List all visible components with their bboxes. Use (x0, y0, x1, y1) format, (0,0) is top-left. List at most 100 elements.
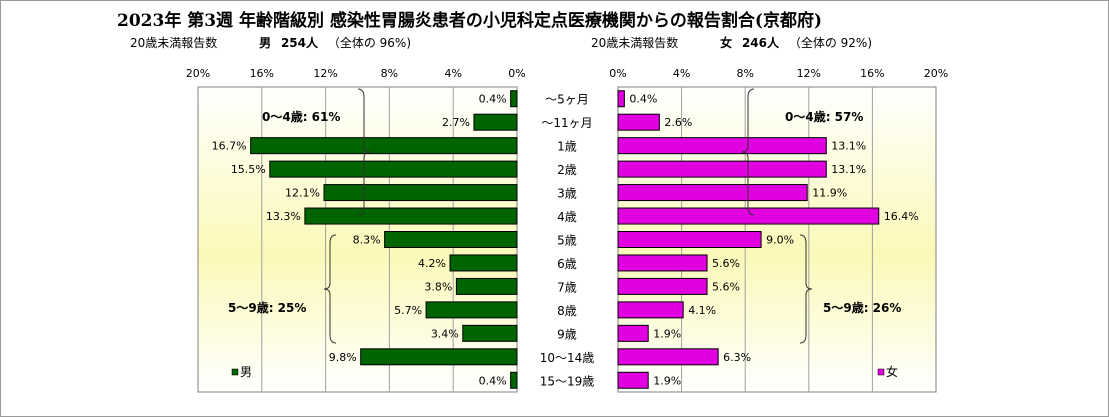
male-0-4-annotation: 0～4歳: 61% (262, 109, 340, 124)
chart-title: 2023年 第3週 年齢階級別 感染性胃腸炎患者の小児科定点医療機関からの報告割… (117, 11, 822, 31)
female-bar (617, 254, 708, 272)
female-0-4-brace (741, 88, 755, 216)
female-tick-label: 20% (924, 67, 948, 80)
female-summary: 20歳未満報告数 女 246人 （全体の 92%) (591, 34, 872, 51)
female-legend-swatch (877, 368, 885, 376)
female-data-label: 13.1% (831, 140, 866, 153)
male-sex-label: 男 (259, 36, 272, 50)
category-label: 15～19歳 (540, 374, 595, 388)
male-legend-label: 男 (240, 365, 252, 379)
female-bar (617, 324, 649, 342)
male-summary: 20歳未満報告数 男 254人 （全体の 96%) (130, 34, 411, 51)
female-data-label: 11.9% (812, 187, 847, 200)
female-tick-label: 16% (860, 67, 884, 80)
male-tick-label: 8% (381, 67, 398, 80)
female-bar (617, 371, 649, 389)
female-0-4-annotation: 0～4歳: 57% (785, 109, 863, 124)
male-tick-label: 0% (508, 67, 525, 80)
female-tick-label: 4% (673, 67, 690, 80)
female-legend-label: 女 (886, 364, 898, 379)
male-tick-label: 12% (313, 67, 337, 80)
male-data-label: 2.7% (442, 116, 470, 129)
male-bar (510, 90, 518, 108)
female-bar (617, 231, 762, 248)
female-count: 246人 (741, 36, 780, 50)
male-share: （全体の 96%) (327, 36, 412, 50)
male-tick-label: 20% (186, 67, 210, 80)
male-data-label: 0.4% (479, 374, 507, 387)
male-tick-label: 4% (444, 67, 461, 80)
male-data-label: 8.3% (353, 234, 381, 247)
category-label: 7歳 (557, 280, 577, 294)
female-sex-label: 女 (720, 36, 733, 50)
category-label: 3歳 (557, 187, 577, 201)
male-data-label: 0.4% (479, 93, 507, 106)
female-data-label: 0.4% (629, 93, 657, 106)
female-tick-label: 12% (797, 67, 821, 80)
male-data-label: 15.5% (231, 163, 266, 176)
female-bar (617, 90, 625, 108)
female-bar (617, 184, 808, 202)
female-5-9-brace (799, 234, 813, 344)
male-5-9-brace (323, 234, 337, 344)
male-bar (473, 113, 518, 131)
male-bar (360, 348, 518, 366)
male-data-label: 13.3% (266, 210, 301, 223)
category-label: 2歳 (557, 163, 577, 177)
male-data-label: 12.1% (285, 187, 320, 200)
category-label: ～11ヶ月 (541, 116, 592, 130)
male-bar (449, 254, 518, 272)
category-label: 1歳 (557, 140, 577, 154)
male-tick-label: 16% (250, 67, 274, 80)
female-tick-label: 8% (736, 67, 753, 80)
male-5-9-annotation: 5～9歳: 25% (228, 300, 306, 315)
male-bar (510, 371, 518, 389)
female-bar (617, 348, 719, 366)
male-bar (455, 277, 518, 295)
male-0-4-brace (357, 88, 371, 216)
category-label: 9歳 (557, 327, 577, 341)
category-label: 4歳 (557, 210, 577, 224)
female-data-label: 13.1% (831, 163, 866, 176)
category-label: ～5ヶ月 (545, 93, 589, 107)
male-data-label: 16.7% (212, 140, 247, 153)
male-legend-swatch (231, 368, 239, 376)
category-label: 10～14歳 (540, 351, 595, 365)
male-data-label: 5.7% (394, 304, 422, 317)
male-count-label: 20歳未満報告数 (130, 36, 218, 50)
category-label: 8歳 (557, 304, 577, 318)
female-tick-label: 0% (609, 67, 626, 80)
male-count: 254人 (280, 36, 319, 50)
female-data-label: 9.0% (766, 234, 794, 247)
female-data-label: 16.4% (884, 210, 919, 223)
male-bar (323, 184, 518, 202)
male-data-label: 9.8% (329, 351, 357, 364)
female-data-label: 4.1% (688, 304, 716, 317)
category-label: 6歳 (557, 257, 577, 271)
male-data-label: 3.4% (431, 327, 459, 340)
female-data-label: 5.6% (712, 280, 740, 293)
male-bar (304, 207, 518, 225)
male-bar (425, 301, 518, 319)
female-count-label: 20歳未満報告数 (591, 36, 679, 50)
female-bar (617, 301, 684, 319)
female-data-label: 5.6% (712, 257, 740, 270)
male-bar (250, 137, 518, 155)
female-bar (617, 160, 827, 178)
female-data-label: 2.6% (664, 116, 692, 129)
female-data-label: 1.9% (653, 374, 681, 387)
female-share: （全体の 92%) (788, 36, 873, 50)
male-bar (269, 160, 518, 178)
female-bar (617, 137, 827, 155)
female-data-label: 6.3% (723, 351, 751, 364)
male-bar (462, 324, 518, 342)
category-label: 5歳 (557, 234, 577, 248)
female-bar (617, 277, 708, 295)
male-bar (384, 231, 518, 248)
female-data-label: 1.9% (653, 327, 681, 340)
female-bar (617, 113, 660, 131)
female-5-9-annotation: 5～9歳: 26% (823, 300, 901, 315)
male-data-label: 4.2% (418, 257, 446, 270)
male-data-label: 3.8% (424, 280, 452, 293)
